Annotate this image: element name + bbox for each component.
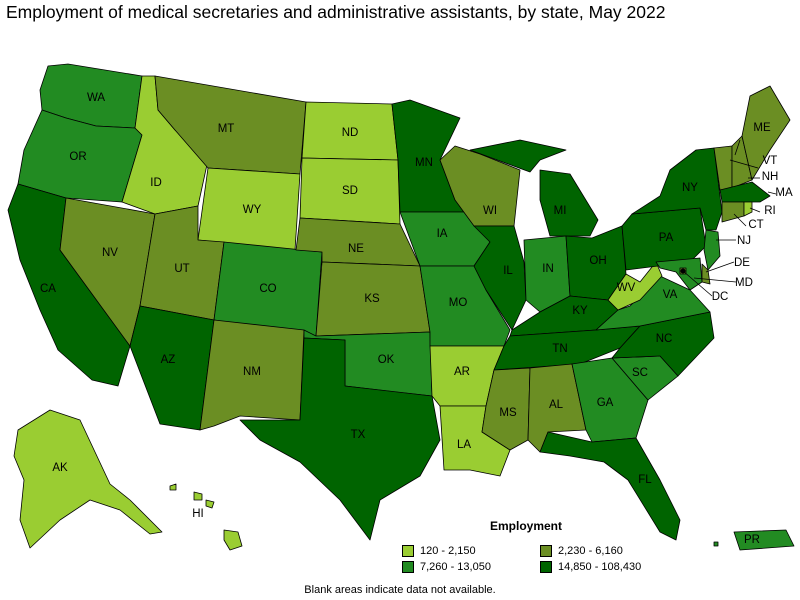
state-label-WY: WY	[243, 204, 262, 216]
state-label-AZ: AZ	[161, 354, 176, 366]
state-WV[interactable]	[607, 261, 663, 311]
state-AZ[interactable]	[129, 305, 215, 431]
leader-ma	[767, 191, 777, 195]
state-label-WI: WI	[483, 205, 497, 217]
state-label-LA: LA	[457, 439, 471, 451]
state-label-layer: WA OR CA NV ID MT WY UT AZ CO NM ND SD NE KS OK TX MN IA MO…	[40, 92, 793, 546]
state-label-IN: IN	[542, 263, 554, 275]
legend-item-bin-1: 2,230 - 6,160	[540, 545, 623, 557]
legend-title: Employment	[490, 519, 563, 533]
state-label-GA: GA	[597, 397, 614, 409]
state-label-NH: NH	[762, 171, 779, 183]
state-label-MI: MI	[554, 205, 567, 217]
state-MD[interactable]	[655, 257, 703, 291]
state-NJ[interactable]	[703, 229, 721, 271]
leader-de	[705, 261, 735, 273]
state-FL[interactable]	[539, 431, 681, 541]
state-label-VT: VT	[763, 155, 778, 167]
state-label-CT: CT	[748, 219, 763, 231]
state-label-MS: MS	[499, 407, 517, 419]
state-label-ND: ND	[342, 127, 359, 139]
legend-swatch-1	[540, 545, 552, 557]
dc-marker	[680, 268, 686, 274]
state-label-WV: WV	[617, 282, 636, 294]
state-label-FL: FL	[638, 474, 652, 486]
state-label-WA: WA	[87, 92, 105, 104]
state-HI[interactable]	[169, 483, 243, 551]
legend-label-0: 120 - 2,150	[420, 545, 476, 557]
state-MA[interactable]	[719, 181, 771, 203]
state-label-NV: NV	[102, 247, 118, 259]
state-label-NJ: NJ	[737, 235, 751, 247]
state-label-OR: OR	[69, 151, 86, 163]
state-CT[interactable]	[721, 201, 745, 223]
state-label-IL: IL	[503, 265, 513, 277]
state-AK[interactable]	[13, 409, 163, 549]
state-TX[interactable]	[239, 337, 441, 541]
state-label-DE: DE	[734, 257, 750, 269]
state-label-UT: UT	[174, 263, 189, 275]
state-label-KY: KY	[572, 305, 588, 317]
state-label-SC: SC	[632, 367, 648, 379]
state-label-MT: MT	[218, 123, 235, 135]
state-label-NM: NM	[243, 366, 261, 378]
state-MI[interactable]	[469, 139, 599, 237]
leader-dc	[682, 270, 713, 297]
state-label-MN: MN	[415, 157, 433, 169]
state-label-OH: OH	[589, 255, 606, 267]
state-label-TN: TN	[552, 343, 567, 355]
state-label-AL: AL	[549, 399, 564, 411]
leader-md	[693, 277, 737, 283]
state-label-PR: PR	[744, 534, 760, 546]
legend-item-bin-2: 7,260 - 13,050	[402, 561, 491, 573]
leader-vt	[729, 159, 759, 169]
map-title: Employment of medical secretaries and ad…	[6, 2, 666, 22]
state-label-CO: CO	[259, 283, 276, 295]
state-label-IA: IA	[437, 228, 448, 240]
state-label-AR: AR	[454, 366, 470, 378]
state-ME[interactable]	[741, 85, 791, 181]
state-label-ME: ME	[753, 122, 771, 134]
state-label-NE: NE	[348, 243, 364, 255]
state-label-VA: VA	[663, 289, 678, 301]
state-label-NY: NY	[682, 182, 698, 194]
state-label-AK: AK	[52, 462, 68, 474]
state-label-HI: HI	[192, 508, 204, 520]
legend-label-3: 14,850 - 108,430	[558, 561, 642, 573]
legend-item-bin-3: 14,850 - 108,430	[540, 561, 641, 573]
leader-ri	[749, 207, 761, 213]
legend-label-1: 2,230 - 6,160	[558, 545, 623, 557]
state-label-MO: MO	[449, 297, 468, 309]
state-label-TX: TX	[351, 429, 366, 441]
legend-item-bin-0: 120 - 2,150	[402, 545, 476, 557]
state-label-RI: RI	[764, 205, 776, 217]
state-label-PA: PA	[659, 232, 674, 244]
state-label-DC: DC	[712, 291, 729, 303]
state-label-OK: OK	[378, 354, 395, 366]
leader-ct	[733, 213, 747, 227]
state-label-MA: MA	[775, 187, 793, 199]
state-label-MD: MD	[735, 277, 753, 289]
state-NY[interactable]	[631, 147, 723, 231]
footnote: Blank areas indicate data not available.	[304, 584, 496, 596]
legend-swatch-2	[402, 561, 414, 573]
state-label-SD: SD	[342, 185, 358, 197]
state-RI[interactable]	[743, 201, 753, 217]
state-label-KS: KS	[364, 293, 380, 305]
leader-ri-line	[734, 139, 741, 156]
legend-swatch-3	[540, 561, 552, 573]
state-label-ID: ID	[150, 177, 162, 189]
legend-swatch-0	[402, 545, 414, 557]
state-PR[interactable]	[713, 529, 795, 551]
state-label-NC: NC	[656, 333, 673, 345]
legend-label-2: 7,260 - 13,050	[420, 561, 491, 573]
state-label-CA: CA	[40, 283, 56, 295]
